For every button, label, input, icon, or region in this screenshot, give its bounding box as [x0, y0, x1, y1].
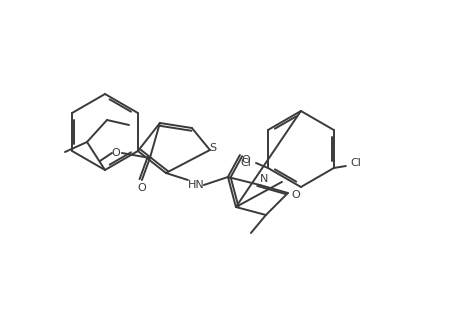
Text: O: O — [111, 148, 120, 158]
Text: N: N — [259, 174, 267, 184]
Text: O: O — [291, 190, 299, 200]
Text: O: O — [137, 183, 146, 193]
Text: Cl: Cl — [240, 158, 251, 168]
Text: O: O — [241, 155, 250, 165]
Text: Cl: Cl — [350, 158, 360, 168]
Text: HN: HN — [187, 180, 204, 190]
Text: S: S — [209, 143, 216, 153]
